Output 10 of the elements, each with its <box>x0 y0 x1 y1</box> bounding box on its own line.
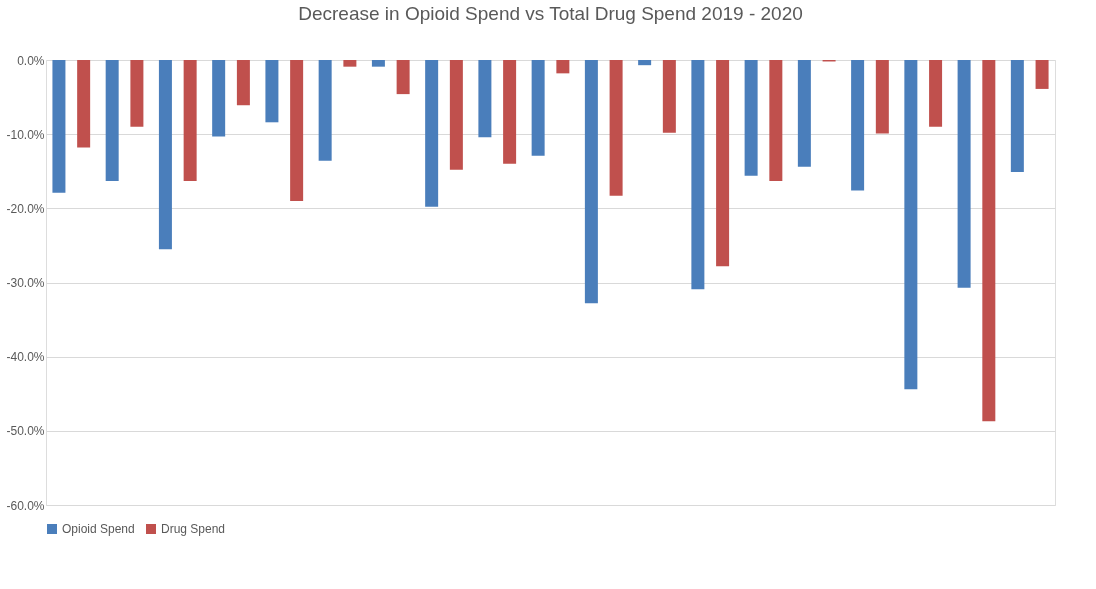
y-tick-label: -10.0% <box>6 127 45 142</box>
legend-label: Drug Spend <box>161 522 226 536</box>
y-tick-label: -50.0% <box>6 424 45 439</box>
chart-title: Decrease in Opioid Spend vs Total Drug Spend 2019 - 2020 <box>298 3 803 24</box>
legend-label: Opioid Spend <box>62 522 135 536</box>
y-tick-label: -60.0% <box>6 498 45 513</box>
y-tick-label: -30.0% <box>6 276 45 290</box>
y-tick-label: -40.0% <box>6 350 45 365</box>
y-tick-label: -20.0% <box>6 201 45 216</box>
y-tick-label: 0.0% <box>17 53 45 68</box>
